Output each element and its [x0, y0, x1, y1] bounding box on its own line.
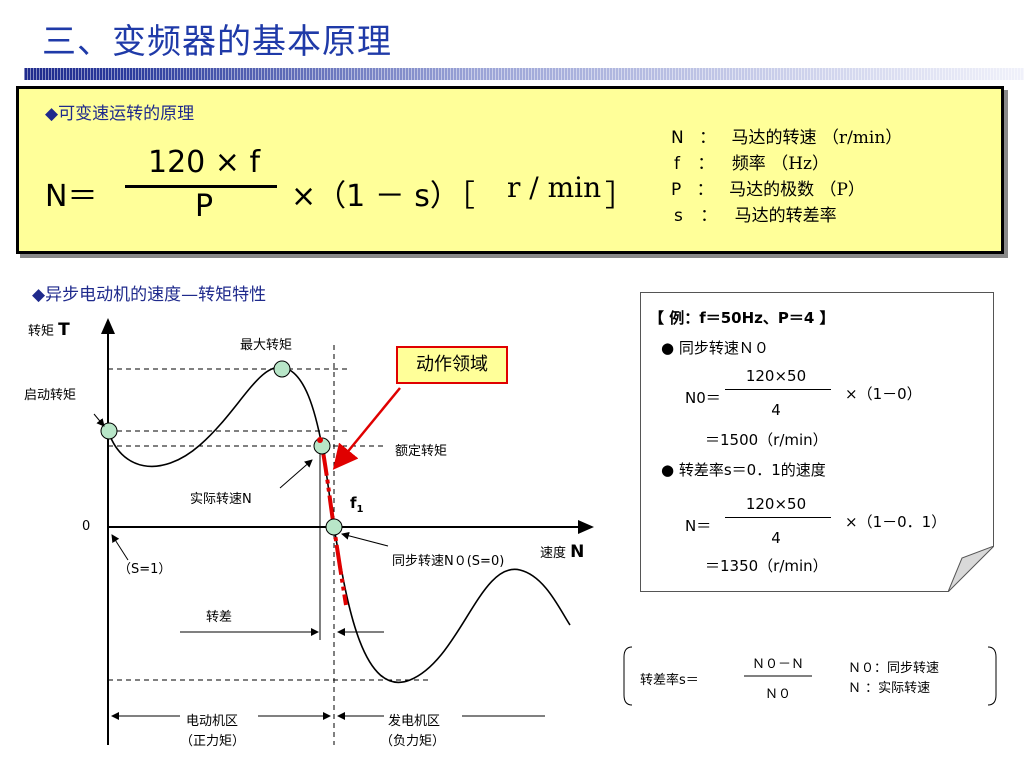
start-torque-pointer	[93, 413, 105, 427]
operating-region-pointer	[332, 387, 401, 470]
legend-symbol: P	[671, 180, 682, 200]
f1-label: f1	[350, 494, 364, 515]
formula-numerator: 120 × f	[147, 145, 261, 180]
actual-speed-pointer	[279, 459, 313, 489]
gen-zone-label: 发电机区	[388, 714, 441, 729]
legend-colon: ：	[700, 206, 718, 226]
slip-formula-lhs: 转差率s＝	[640, 673, 699, 688]
legend-symbol: s	[674, 206, 683, 226]
y-axis-symbol: T	[58, 320, 70, 340]
formula-heading: ◆可变速运转的原理	[45, 104, 195, 124]
n-lhs: N＝	[685, 517, 712, 535]
legend-row-f: f ： 频率 （Hz）	[674, 149, 829, 174]
legend-row-p: P ： 马达的极数 （P）	[671, 175, 865, 200]
n-denominator: 4	[771, 529, 781, 547]
x-axis-arrowhead	[578, 520, 594, 534]
legend-unit: （r/min）	[821, 128, 903, 148]
bracket-shapes	[623, 646, 997, 706]
legend-unit: （Hz）	[771, 154, 830, 174]
y-axis-arrowhead	[101, 318, 115, 334]
start-torque-marker	[100, 422, 118, 440]
n-factor: ×（1－0．1）	[845, 513, 947, 531]
legend-desc: 马达的转速	[731, 128, 817, 148]
operating-point	[317, 437, 323, 443]
chart-heading: ◆异步电动机的速度—转矩特性	[32, 285, 267, 305]
legend-desc: 马达的转差率	[734, 206, 837, 226]
example-box: 【 例：f＝50Hz、P＝4 】 ● 同步转速Ｎ０ N0＝ 120×50 4 ×…	[640, 292, 994, 592]
legend-symbol: f	[674, 154, 680, 174]
formula-lhs: N＝	[45, 179, 98, 214]
slip-formula-denominator: Ｎ０	[764, 687, 791, 702]
fraction-line	[125, 185, 277, 188]
x-axis-symbol: N	[570, 542, 585, 562]
legend-desc: 频率	[731, 154, 766, 174]
formula-rhs: ×（1 － s）［	[291, 179, 475, 214]
example-item-2: ● 转差率s＝0．1的速度	[661, 461, 826, 479]
formula-denominator: P	[194, 189, 214, 224]
s1-pointer	[111, 534, 129, 561]
gen-zone-sublabel: （负力矩）	[380, 734, 446, 749]
y-axis-label: 转矩 T	[28, 320, 70, 340]
formula-box: ◆可变速运转的原理 N＝ 120 × f P ×（1 － s）［ r / min…	[16, 86, 1004, 254]
n0-numerator: 120×50	[745, 367, 807, 385]
example-title: 【 例：f＝50Hz、P＝4 】	[649, 309, 835, 327]
origin-label: 0	[82, 519, 91, 534]
slip-label: 转差	[206, 610, 233, 625]
rated-torque-label: 额定转矩	[395, 444, 448, 459]
legend-desc: 马达的极数	[729, 180, 815, 200]
n0-lhs: N0＝	[685, 389, 721, 407]
folded-corner-icon	[948, 546, 994, 592]
title-underline-bar	[24, 68, 1024, 80]
slip-def-n0: Ｎ０：同步转速	[848, 661, 940, 676]
example-item-1: ● 同步转速Ｎ０	[661, 339, 769, 357]
n0-fraction-line	[725, 389, 831, 390]
start-torque-label: 启动转矩	[24, 388, 77, 403]
n-result: ＝1350（r/min）	[705, 557, 828, 575]
s1-label: （S=1）	[118, 562, 172, 577]
sync-speed-pointer	[341, 531, 389, 547]
speed-torque-diagram	[93, 318, 594, 745]
n0-result: ＝1500（r/min）	[705, 431, 828, 449]
legend-unit: （P）	[819, 180, 865, 200]
formula-unit: r / min	[507, 171, 602, 204]
max-torque-label: 最大转矩	[240, 338, 293, 353]
slip-formula-box: 转差率s＝ Ｎ０－Ｎ Ｎ０ Ｎ０：同步转速 Ｎ ：实际转速	[622, 645, 998, 707]
motor-zone-label: 电动机区	[186, 714, 239, 729]
operating-region-callout: 动作领域	[396, 346, 508, 384]
x-axis-label: 速度 N	[540, 542, 585, 562]
page-title: 三、变频器的基本原理	[42, 22, 392, 62]
sync-speed-label: 同步转速N０(S=0)	[392, 554, 505, 569]
sync-speed-marker	[325, 518, 343, 536]
legend-colon: ：	[696, 180, 714, 200]
legend-colon: ：	[697, 154, 715, 174]
legend-symbol: N	[671, 128, 684, 148]
actual-speed-label: 实际转速N	[190, 492, 252, 507]
max-torque-marker	[273, 360, 291, 378]
slip-def-n: Ｎ ：实际转速	[848, 681, 931, 696]
slip-formula-numerator: Ｎ０－Ｎ	[751, 657, 804, 672]
operating-region-curve	[320, 445, 348, 606]
formula-close: ］	[605, 179, 635, 214]
legend-row-n: N ： 马达的转速 （r/min）	[671, 123, 902, 148]
n0-denominator: 4	[771, 401, 781, 419]
legend-row-s: s ： 马达的转差率	[674, 201, 837, 226]
n-numerator: 120×50	[745, 495, 807, 513]
legend-colon: ：	[699, 128, 717, 148]
n0-factor: ×（1－0）	[845, 385, 922, 403]
motor-zone-sublabel: （正力矩）	[180, 734, 246, 749]
n-fraction-line	[725, 517, 831, 518]
